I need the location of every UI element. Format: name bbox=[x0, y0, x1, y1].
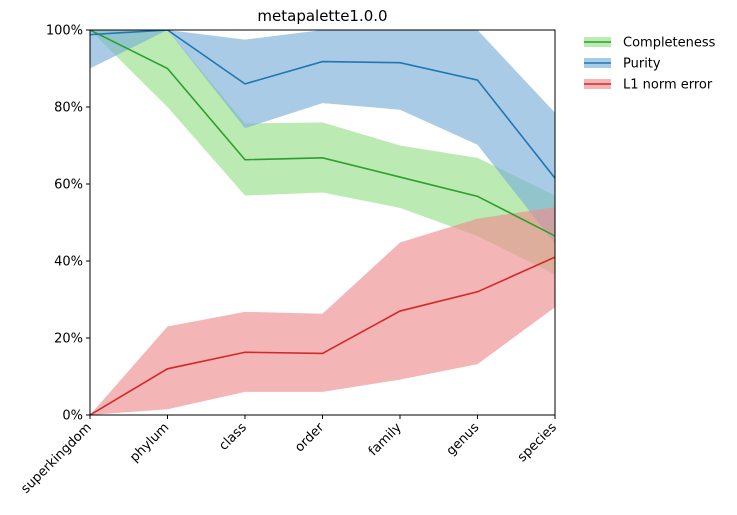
y-axis: 0% 20% 40% 60% 80% 100% bbox=[46, 24, 90, 424]
x-tick-label: superkingdom bbox=[18, 420, 94, 496]
purity-band bbox=[90, 30, 555, 244]
series-lines bbox=[90, 30, 555, 415]
completeness-legend-label: Completeness bbox=[623, 36, 716, 51]
y-tick-label: 100% bbox=[46, 24, 83, 39]
completeness-band bbox=[90, 30, 555, 275]
purity-legend-label: Purity bbox=[623, 57, 661, 72]
y-tick-label: 20% bbox=[54, 332, 83, 347]
x-tick-label: genus bbox=[444, 420, 483, 459]
x-tick-label: order bbox=[292, 420, 328, 456]
y-tick-label: 40% bbox=[54, 255, 83, 270]
y-tick-label: 60% bbox=[54, 178, 83, 193]
l1-norm-error-legend-label: L1 norm error bbox=[623, 78, 713, 93]
x-tick-label: family bbox=[366, 420, 405, 459]
error-bands bbox=[90, 30, 555, 415]
y-tick-label: 0% bbox=[62, 409, 83, 424]
x-tick-label: class bbox=[216, 420, 250, 454]
l1-norm-error-band bbox=[90, 207, 555, 415]
x-tick-label: phylum bbox=[127, 420, 172, 465]
y-tick-label: 80% bbox=[54, 101, 83, 116]
x-axis: superkingdom phylum class order family genus s… bbox=[18, 415, 560, 497]
x-tick-label: species bbox=[515, 420, 560, 465]
chart-title: metapalette1.0.0 bbox=[257, 7, 387, 25]
legend: Completeness Purity L1 norm error bbox=[584, 36, 716, 93]
